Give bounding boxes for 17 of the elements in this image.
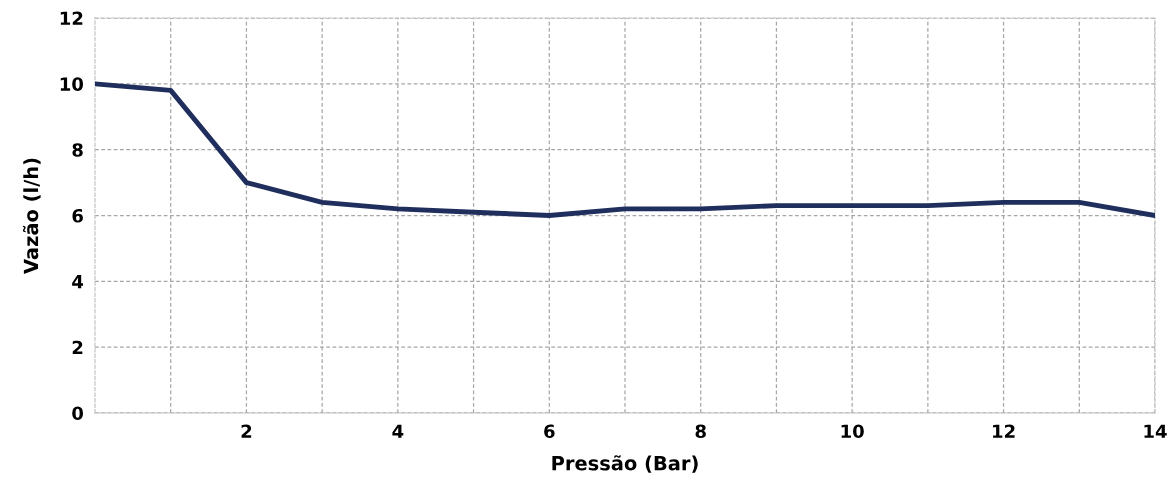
y-tick-label: 2 <box>72 340 83 355</box>
y-axis-title: Vazão (l/h) <box>22 158 41 274</box>
y-tick-label: 6 <box>72 208 83 223</box>
x-tick-label: 4 <box>392 424 404 438</box>
y-tick-label: 4 <box>72 275 84 289</box>
x-tick-label: 8 <box>695 424 706 439</box>
y-tick-label: 12 <box>60 11 83 25</box>
line-series <box>95 81 1155 218</box>
x-tick-label: 10 <box>841 424 864 439</box>
y-tick-label: 10 <box>60 77 84 91</box>
x-tick-label: 14 <box>1144 424 1167 438</box>
y-tick-label: 0 <box>72 406 84 421</box>
x-tick-label: 6 <box>544 424 555 439</box>
x-tick-label: 12 <box>993 424 1015 438</box>
x-tick-label: 2 <box>241 424 252 438</box>
x-axis-title: Pressão (Bar) <box>552 455 698 473</box>
y-tick-label: 8 <box>72 143 83 157</box>
